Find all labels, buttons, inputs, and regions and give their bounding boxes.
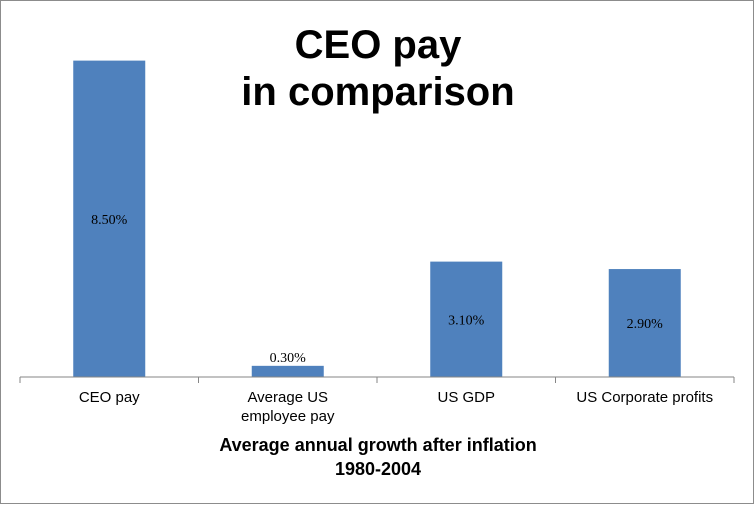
chart-title-line-1: CEO pay xyxy=(295,23,462,67)
x-axis xyxy=(19,376,735,383)
bar xyxy=(251,365,324,377)
bar xyxy=(430,261,503,377)
data-label: 3.10% xyxy=(448,313,485,328)
bar xyxy=(73,60,146,377)
chart-title-line-2: in comparison xyxy=(241,70,514,114)
data-labels-group: 8.50% 0.30% 3.10% 2.90% xyxy=(91,213,663,366)
x-axis-title-line-2: 1980-2004 xyxy=(335,459,421,479)
bar xyxy=(608,269,681,377)
category-label: employee pay xyxy=(241,408,335,425)
category-labels-group: CEO pay Average US employee pay US GDP US Co… xyxy=(79,389,713,425)
category-label: CEO pay xyxy=(79,389,140,406)
data-label: 2.90% xyxy=(627,317,664,332)
data-label: 0.30% xyxy=(270,351,307,366)
category-label: US GDP xyxy=(437,389,495,406)
bars-group xyxy=(73,60,681,377)
category-label: Average US xyxy=(247,389,328,406)
data-label: 8.50% xyxy=(91,213,128,228)
category-label: US Corporate profits xyxy=(576,389,713,406)
x-axis-title-line-1: Average annual growth after inflation xyxy=(219,435,536,455)
